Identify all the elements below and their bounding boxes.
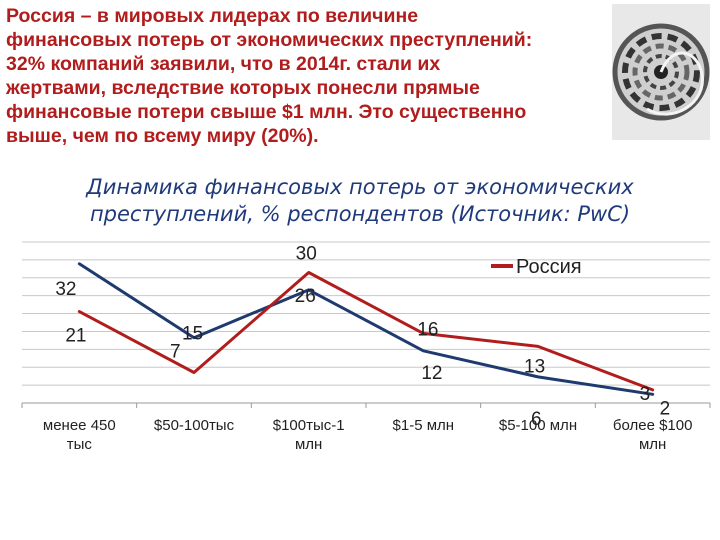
chart-legend: Россия: [491, 256, 582, 278]
x-tick-label: менее 450 тыс: [43, 417, 116, 453]
x-tick-label: $5-100 млн: [499, 417, 577, 434]
chart-grid: [21, 241, 711, 408]
intro-text: Россия – в мировых лидерах по величине ф…: [6, 4, 606, 148]
intro-line: Россия – в мировых лидерах по величине: [6, 5, 419, 27]
data-label: 3: [640, 384, 651, 405]
series-line-world: [77, 262, 655, 396]
chart-title-line: преступлений, % респондентов (Источник: …: [89, 202, 631, 226]
chart-series: [77, 262, 655, 396]
data-label: 30: [296, 243, 317, 264]
intro-line: выше, чем по всему миру (20%).: [6, 125, 319, 147]
data-label: 21: [65, 326, 86, 347]
data-label: 7: [170, 342, 181, 363]
intro-line: финансовых потерь от экономических прест…: [6, 29, 533, 51]
data-label: 32: [55, 279, 76, 300]
x-tick-label: $50-100тыс: [154, 417, 235, 434]
x-tick-label: более $100 млн: [613, 417, 693, 453]
chart-title: Динамика финансовых потерь от экономичес…: [0, 174, 720, 228]
data-label: 12: [421, 363, 442, 384]
intro-line: финансовые потери свыше $1 млн. Это суще…: [6, 101, 527, 123]
intro-line: жертвами, вследствие которых понесли пря…: [6, 77, 480, 99]
legend-label: Россия: [516, 256, 582, 278]
data-label: 6: [531, 409, 542, 430]
data-label: 13: [524, 356, 545, 377]
x-axis-labels: менее 450 тыс $50-100тыс $100тыс-1 млн $1-5 м…: [43, 417, 693, 453]
intro-line: 32% компаний заявили, что в 2014г. стали…: [6, 53, 441, 75]
series-line-russia: [77, 271, 655, 392]
data-label: 15: [182, 324, 203, 345]
x-tick-label: $100тыс-1 млн: [273, 417, 345, 453]
data-label: 2: [660, 398, 671, 419]
data-label: 16: [417, 319, 438, 340]
data-labels: 21 7 30 16 13 3 32 15 26 12 6 2: [55, 243, 670, 429]
data-label: 26: [295, 286, 316, 307]
chart-title-line: Динамика финансовых потерь от экономичес…: [86, 175, 634, 199]
spiral-staircase-image: [612, 4, 710, 140]
x-tick-label: $1-5 млн: [393, 417, 455, 434]
